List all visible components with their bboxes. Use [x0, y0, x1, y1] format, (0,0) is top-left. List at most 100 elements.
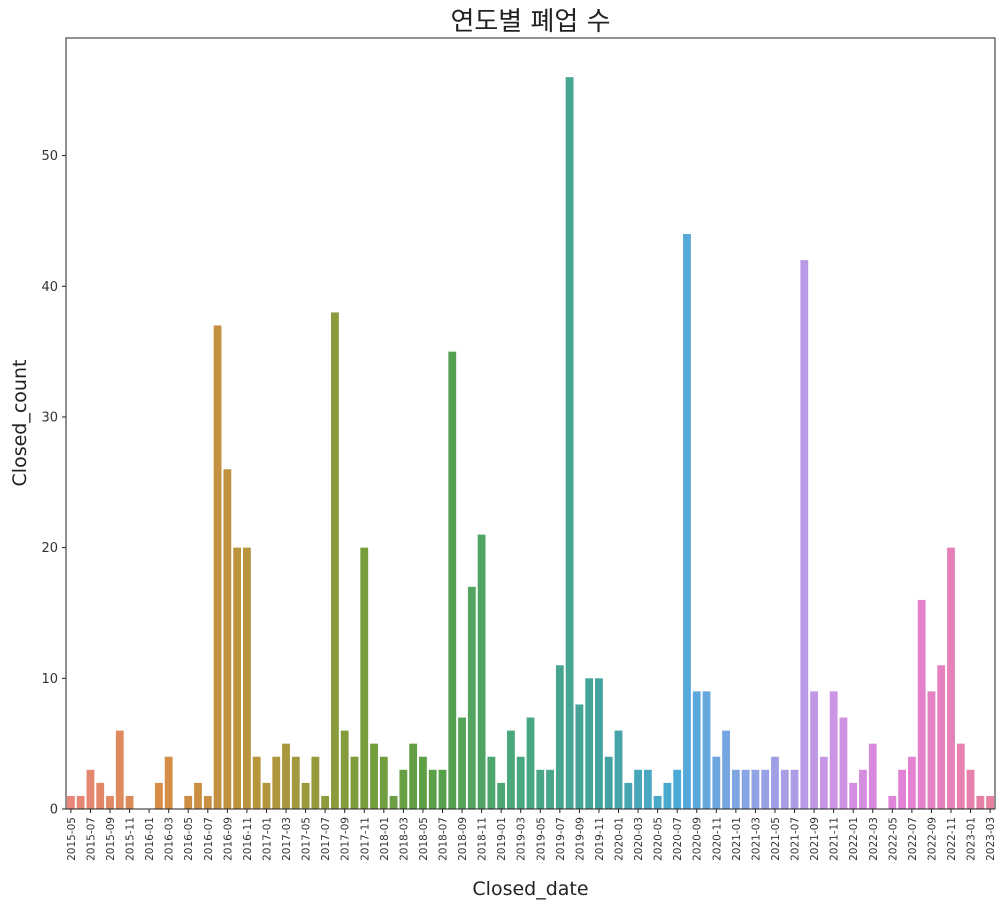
x-tick-label: 2016-07 — [203, 817, 215, 861]
x-tick-label: 2017-09 — [340, 817, 352, 861]
bar-2019-02 — [507, 730, 515, 809]
x-tick-label: 2015-05 — [66, 817, 78, 861]
bar-2020-04 — [643, 769, 652, 809]
bar-2021-04 — [761, 769, 770, 809]
x-tick-label: 2022-01 — [848, 817, 860, 861]
bar-2018-03 — [399, 769, 408, 809]
bar-2021-01 — [731, 769, 740, 809]
bar-2018-02 — [389, 795, 398, 809]
bar-2017-12 — [370, 743, 378, 809]
bar-2022-03 — [868, 743, 877, 809]
bar-2015-05 — [66, 795, 75, 809]
x-tick-label: 2019-11 — [594, 817, 606, 861]
x-tick-label: 2019-03 — [516, 817, 528, 861]
x-tick-label: 2020-01 — [614, 817, 626, 861]
bar-2020-01 — [614, 730, 623, 809]
bar-2018-09 — [458, 717, 466, 809]
bar-2016-03 — [164, 756, 173, 809]
bar-2019-10 — [585, 678, 594, 809]
bar-2021-06 — [780, 769, 789, 809]
bar-2015-10 — [115, 730, 124, 809]
x-tick-label: 2017-03 — [281, 817, 293, 861]
bar-2021-07 — [790, 769, 799, 809]
bar-2015-07 — [86, 769, 95, 809]
x-tick-label: 2020-09 — [692, 817, 704, 861]
x-axis-label: Closed_date — [472, 878, 588, 900]
bar-2017-07 — [321, 795, 330, 809]
x-tick-label: 2016-09 — [222, 817, 234, 861]
bar-2018-06 — [428, 769, 437, 809]
bar-2017-08 — [331, 312, 339, 809]
x-tick-label: 2022-07 — [907, 817, 919, 861]
x-tick-label: 2019-07 — [555, 817, 567, 861]
x-tick-label: 2018-03 — [398, 817, 410, 861]
bar-2022-02 — [859, 769, 867, 809]
bar-2016-10 — [233, 547, 242, 809]
bar-2019-06 — [546, 769, 554, 809]
y-tick-label: 20 — [41, 541, 58, 556]
bar-2021-02 — [741, 769, 750, 809]
bar-2016-06 — [194, 782, 202, 809]
bar-2019-01 — [497, 782, 506, 809]
bar-2020-12 — [722, 730, 730, 809]
bar-2019-04 — [526, 717, 535, 809]
x-tick-label: 2017-01 — [261, 817, 273, 861]
bar-2015-09 — [106, 795, 114, 809]
bar-2015-06 — [76, 795, 85, 809]
bar-2021-12 — [839, 717, 848, 809]
bar-2021-11 — [829, 691, 838, 809]
bar-2019-12 — [604, 756, 613, 809]
bar-2021-05 — [771, 756, 779, 809]
bar-2020-07 — [673, 769, 682, 809]
bar-2021-08 — [800, 260, 809, 809]
x-tick-label: 2022-03 — [868, 817, 880, 861]
x-tick-label: 2023-03 — [985, 817, 997, 861]
y-axis-label: Closed_count — [9, 360, 31, 487]
x-tick-label: 2021-05 — [770, 817, 782, 861]
y-tick-label: 50 — [41, 149, 58, 164]
bar-2020-03 — [634, 769, 642, 809]
bar-2017-05 — [301, 782, 310, 809]
y-tick-label: 0 — [50, 803, 58, 818]
bar-2022-01 — [849, 782, 858, 809]
bar-2018-11 — [477, 534, 486, 809]
bar-2017-10 — [350, 756, 359, 809]
bar-2022-10 — [937, 665, 946, 809]
x-tick-label: 2016-11 — [242, 817, 254, 861]
x-tick-label: 2019-05 — [535, 817, 547, 861]
x-tick-label: 2018-07 — [437, 817, 449, 861]
y-tick-label: 30 — [41, 410, 58, 425]
bar-series — [66, 77, 995, 809]
x-tick-label: 2016-03 — [164, 817, 176, 861]
x-tick-label: 2015-11 — [125, 817, 137, 861]
x-tick-label: 2017-11 — [359, 817, 371, 861]
bar-2022-08 — [917, 599, 926, 809]
bar-2020-06 — [663, 782, 672, 809]
x-tick-label: 2018-01 — [379, 817, 391, 861]
bar-2022-11 — [947, 547, 955, 809]
bar-2023-02 — [976, 795, 985, 809]
bar-2022-05 — [888, 795, 897, 809]
x-tick-label: 2015-07 — [85, 817, 97, 861]
x-tick-label: 2018-05 — [418, 817, 430, 861]
bar-2022-07 — [907, 756, 916, 809]
bar-2020-05 — [653, 795, 662, 809]
bar-2018-08 — [448, 351, 457, 809]
bar-2022-12 — [956, 743, 965, 809]
x-tick-label: 2022-09 — [926, 817, 938, 861]
bar-2016-12 — [252, 756, 261, 809]
bar-2018-05 — [419, 756, 427, 809]
y-tick-label: 40 — [41, 280, 58, 295]
bar-2016-05 — [184, 795, 193, 809]
x-tick-label: 2015-09 — [105, 817, 117, 861]
x-tick-label: 2016-01 — [144, 817, 156, 861]
bar-2016-02 — [154, 782, 163, 809]
bar-2020-08 — [683, 234, 691, 809]
bar-2020-09 — [692, 691, 701, 809]
bar-2023-03 — [986, 795, 995, 809]
x-tick-label: 2021-11 — [829, 817, 841, 861]
x-tick-label: 2019-09 — [574, 817, 586, 861]
bar-2016-08 — [213, 325, 222, 809]
bar-2019-05 — [536, 769, 545, 809]
